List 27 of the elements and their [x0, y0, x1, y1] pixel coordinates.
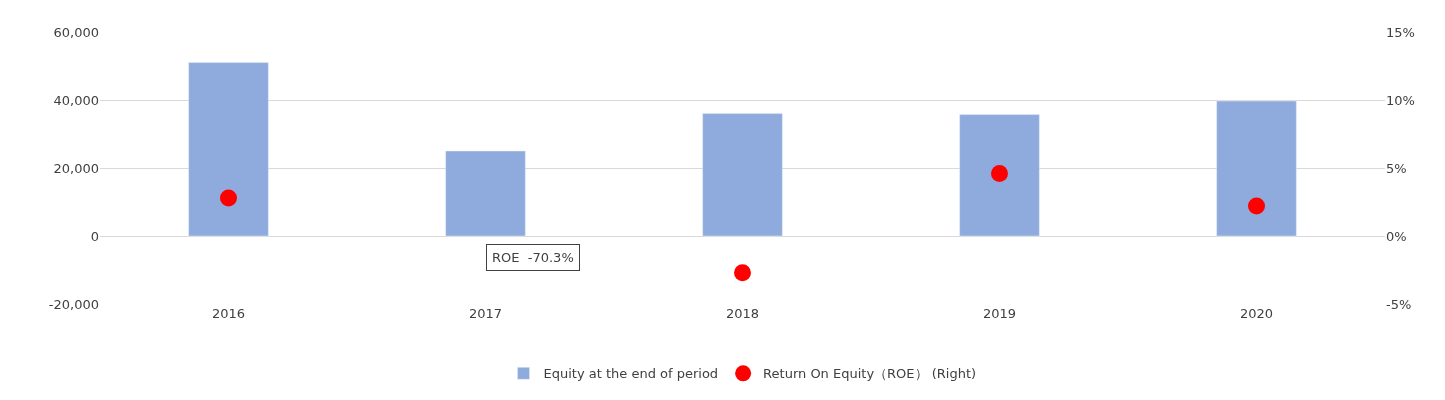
y2-tick-label: 5%	[1386, 160, 1407, 176]
bar	[702, 113, 783, 237]
y2-tick-label: 0%	[1386, 228, 1407, 244]
bar	[959, 114, 1040, 237]
y-tick-label: 0	[90, 228, 99, 244]
y-tick-label: 20,000	[53, 160, 99, 176]
y-tick-label: 60,000	[53, 24, 99, 40]
bar	[445, 150, 526, 237]
point	[1248, 197, 1265, 215]
point	[220, 189, 237, 207]
bar	[1216, 100, 1297, 237]
x-tick-label: 2020	[1239, 306, 1274, 321]
point	[734, 264, 751, 282]
point	[991, 164, 1008, 182]
x-tick-label: 2018	[725, 306, 760, 321]
y2-tick-label: 10%	[1386, 92, 1415, 108]
y2-tick-label: -5%	[1386, 296, 1412, 312]
legend-label: Equity at the end of period	[543, 366, 719, 382]
bar	[188, 62, 269, 237]
x-tick-label: 2019	[982, 306, 1017, 321]
x-tick-label: 2017	[468, 306, 503, 321]
legend-label: Return On Equity（ROE） (Right)	[763, 366, 977, 382]
y-tick-label: -20,000	[48, 296, 99, 312]
y2-tick-label: 15%	[1386, 24, 1415, 40]
annotation: ROE -70.3%	[492, 250, 574, 265]
y-tick-label: 40,000	[53, 92, 99, 108]
x-tick-label: 2016	[211, 306, 246, 321]
